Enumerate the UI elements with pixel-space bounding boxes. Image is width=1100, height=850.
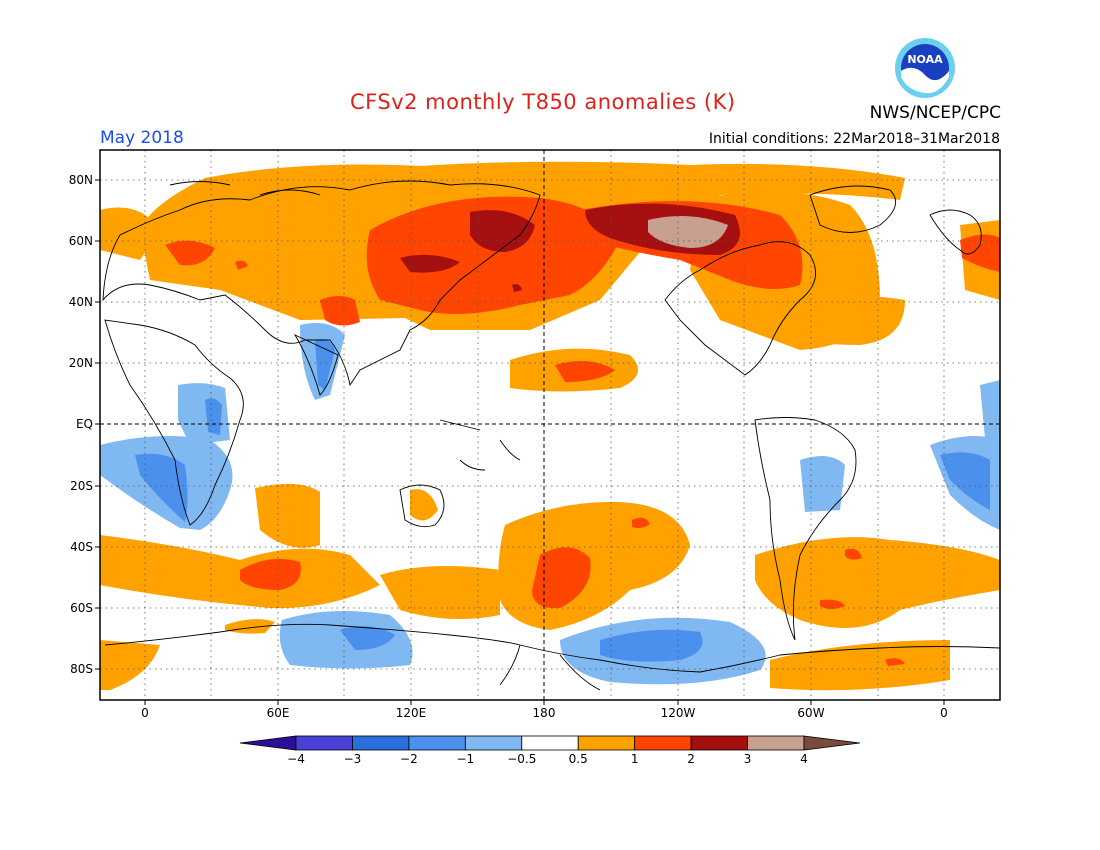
map-frame xyxy=(99,149,1001,701)
lon-label-120e: 120E xyxy=(395,706,427,720)
colorbar-segment xyxy=(690,735,748,751)
forecast-month: May 2018 xyxy=(100,128,184,148)
organization-label: NWS/NCEP/CPC xyxy=(869,103,1001,123)
coastlines xyxy=(102,180,1000,691)
noaa-logo-text: NOAA xyxy=(907,53,943,66)
lat-label-40s: 40S xyxy=(70,540,93,554)
lon-label-60w: 60W xyxy=(797,706,825,720)
lat-label-60s: 60S xyxy=(70,601,93,615)
colorbar-label: 0.5 xyxy=(568,752,588,766)
colorbar-segment xyxy=(634,735,692,751)
lat-label-80n: 80N xyxy=(68,173,93,187)
colorbar-label: −1 xyxy=(456,752,475,766)
colorbar-segment xyxy=(408,735,466,751)
noaa-logo-icon: NOAA xyxy=(895,38,955,98)
lon-label-0-east: 0 xyxy=(940,706,948,720)
initial-conditions: Initial conditions: 22Mar2018–31Mar2018 xyxy=(708,131,1000,147)
colorbar-segment-min xyxy=(239,735,297,751)
colorbar-label: 3 xyxy=(743,752,752,766)
colorbar-segment xyxy=(521,735,579,751)
colorbar-segment-max xyxy=(803,735,861,751)
colorbar-label: −4 xyxy=(287,752,305,766)
colorbar-label: −3 xyxy=(343,752,362,766)
lat-label-20s: 20S xyxy=(70,479,93,493)
lat-label-20n: 20N xyxy=(68,356,93,370)
lon-label-60e: 60E xyxy=(266,706,290,720)
colorbar-label: −2 xyxy=(400,752,418,766)
colorbar-label: 2 xyxy=(687,752,695,766)
colorbar-label: −0.5 xyxy=(507,752,537,766)
reference-lines xyxy=(100,150,1000,700)
axis-ticks xyxy=(95,179,945,705)
colorbar-label: 1 xyxy=(630,752,639,766)
lon-label-180: 180 xyxy=(532,706,556,720)
lat-label-40n: 40N xyxy=(68,295,93,309)
colorbar-segment xyxy=(577,735,636,751)
colorbar xyxy=(239,735,861,751)
anomaly-fill-mid-blue xyxy=(135,339,990,662)
lat-label-eq: EQ xyxy=(75,417,93,431)
colorbar-segment xyxy=(464,735,523,751)
lon-label-0-west: 0 xyxy=(141,706,149,720)
colorbar-segment xyxy=(352,735,410,751)
colorbar-segment xyxy=(747,735,805,751)
anomaly-fill-tan xyxy=(648,216,728,248)
colorbar-label: 4 xyxy=(800,752,808,766)
graticule xyxy=(100,150,1000,700)
lon-label-120w: 120W xyxy=(660,706,696,720)
colorbar-segment xyxy=(295,735,353,751)
lat-label-80s: 80S xyxy=(70,662,93,676)
lat-label-60n: 60N xyxy=(68,234,93,248)
map-title: CFSv2 monthly T850 anomalies (K) xyxy=(350,90,736,114)
